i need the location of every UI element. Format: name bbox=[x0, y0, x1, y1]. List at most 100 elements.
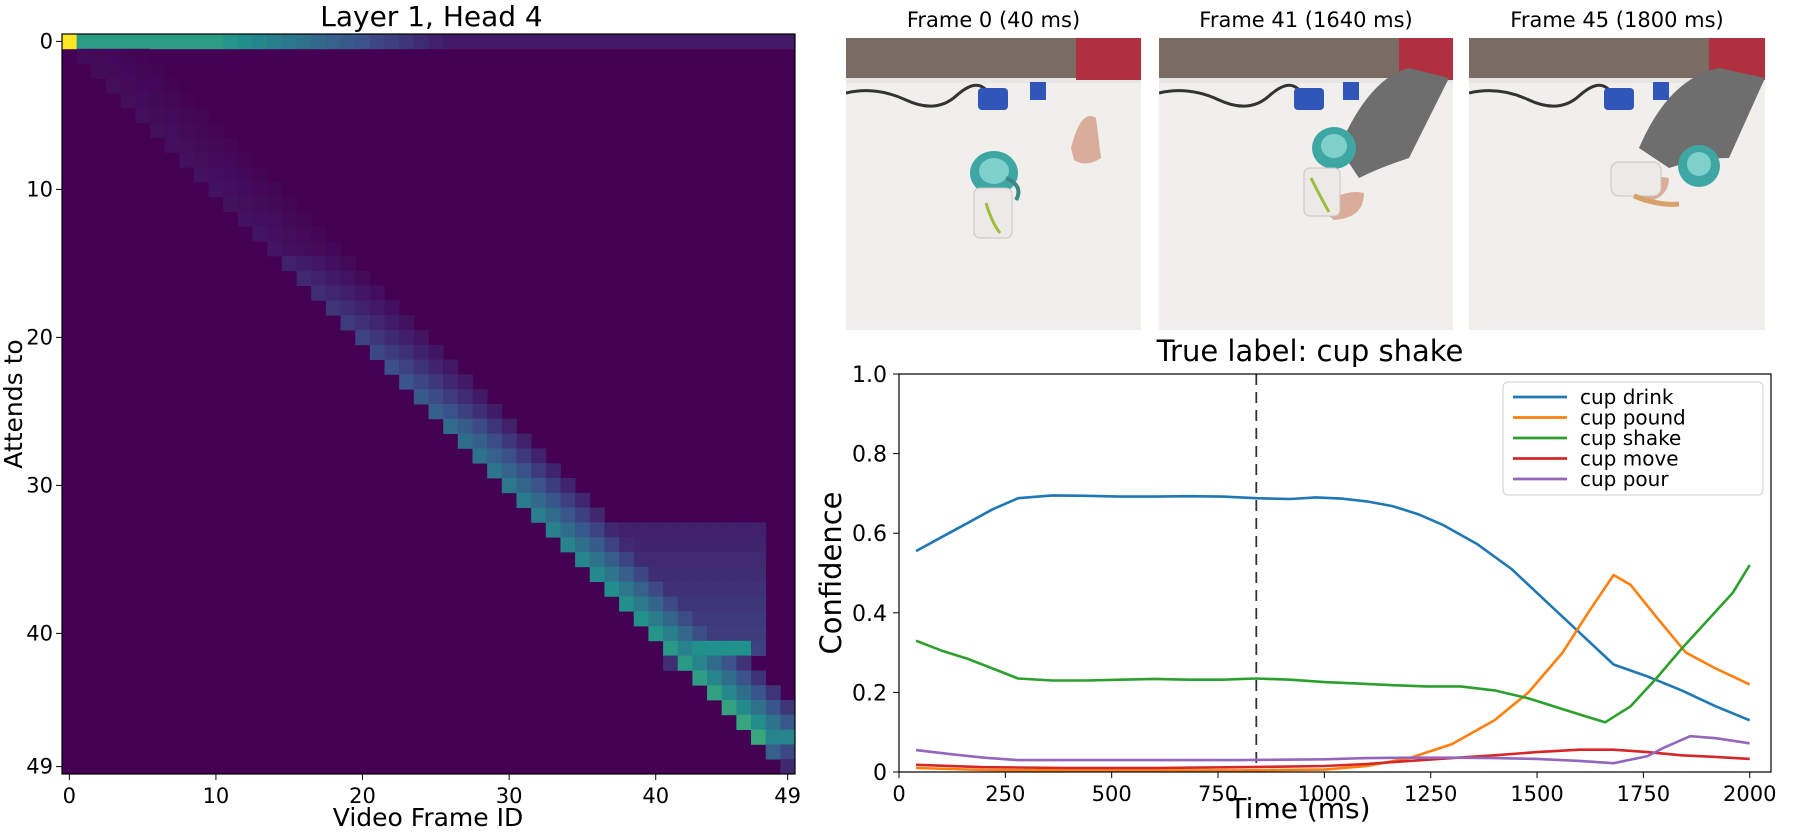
heatmap-cell bbox=[663, 626, 679, 642]
heatmap-cell bbox=[325, 270, 341, 286]
heatmap-cell bbox=[765, 34, 781, 50]
heatmap-y-tick-label: 40 bbox=[26, 621, 53, 645]
line-chart-x-ticks: 0 250 500 750 1000 1250 1500 1750 2000 bbox=[892, 772, 1776, 806]
heatmap-cell bbox=[120, 78, 136, 94]
heatmap-cell bbox=[179, 93, 195, 109]
heatmap-cell bbox=[91, 48, 107, 64]
heatmap-cell bbox=[516, 34, 532, 50]
heatmap-cell bbox=[472, 389, 488, 405]
line-chart-x-tick-label: 2000 bbox=[1723, 782, 1776, 806]
heatmap-cell bbox=[648, 581, 664, 597]
heatmap-cell bbox=[751, 581, 767, 597]
heatmap-cell bbox=[267, 226, 283, 242]
heatmap-cell bbox=[281, 211, 297, 227]
heatmap-cell bbox=[164, 137, 180, 153]
heatmap-cell bbox=[736, 596, 752, 612]
heatmap-frame bbox=[61, 33, 796, 775]
legend-box bbox=[1502, 381, 1764, 496]
heatmap-cell bbox=[663, 522, 679, 538]
heatmap-cell bbox=[487, 404, 503, 420]
heatmap-cell bbox=[325, 241, 341, 257]
line-chart-title: True label: cup shake bbox=[1156, 334, 1464, 368]
heatmap-cell bbox=[560, 492, 576, 508]
heatmap-cell bbox=[663, 537, 679, 553]
heatmap-cell bbox=[589, 552, 605, 568]
heatmap-cell bbox=[575, 34, 591, 50]
heatmap-cell bbox=[751, 566, 767, 582]
heatmap-cell bbox=[751, 522, 767, 538]
heatmap-cell bbox=[193, 152, 209, 168]
heatmap-cell bbox=[575, 552, 591, 568]
heatmap-cell bbox=[633, 552, 649, 568]
heatmap-cell bbox=[355, 285, 371, 301]
heatmap-cell bbox=[531, 463, 547, 479]
heatmap-cell bbox=[751, 626, 767, 642]
heatmap-cell bbox=[208, 167, 224, 183]
heatmap-cell bbox=[736, 611, 752, 627]
heatmap-cell bbox=[721, 596, 737, 612]
heatmap-cell bbox=[780, 714, 796, 730]
heatmap-cell bbox=[604, 522, 620, 538]
heatmap-cell bbox=[516, 463, 532, 479]
heatmap-cell bbox=[208, 182, 224, 198]
heatmap-cell bbox=[428, 359, 444, 375]
heatmap-cell bbox=[149, 122, 166, 138]
heatmap-cell bbox=[472, 433, 488, 449]
heatmap-cell bbox=[281, 196, 297, 212]
heatmap-cell bbox=[91, 63, 107, 79]
heatmap-cell bbox=[340, 285, 356, 301]
heatmap-cell bbox=[677, 581, 693, 597]
heatmap-cell bbox=[296, 256, 312, 272]
heatmap-cell bbox=[692, 596, 708, 612]
heatmap-cell bbox=[340, 315, 356, 331]
heatmap-cell bbox=[267, 211, 283, 227]
heatmap-cell bbox=[751, 611, 767, 627]
heatmap-cell bbox=[413, 359, 429, 375]
heatmap-cell bbox=[619, 566, 635, 582]
heatmap-cell bbox=[707, 611, 723, 627]
heatmap-cell bbox=[736, 626, 752, 642]
heatmap-cell bbox=[516, 433, 532, 449]
heatmap-cell bbox=[120, 63, 136, 79]
line-chart-y-tick-label: 0.8 bbox=[852, 443, 887, 468]
heatmap-cell bbox=[237, 182, 253, 198]
frame-41-title: Frame 41 (1640 ms) bbox=[1199, 8, 1413, 32]
heatmap-cell bbox=[237, 211, 253, 227]
heatmap-cell bbox=[325, 256, 341, 272]
heatmap-cell bbox=[457, 374, 473, 390]
heatmap-cell bbox=[384, 330, 400, 346]
heatmap-cell bbox=[149, 78, 166, 94]
heatmap-cell bbox=[384, 34, 400, 50]
heatmap-cell bbox=[516, 448, 532, 464]
heatmap-cell bbox=[751, 34, 767, 50]
series-cup-shake bbox=[915, 564, 1751, 724]
heatmap-cell bbox=[472, 448, 488, 464]
heatmap-cell bbox=[663, 552, 679, 568]
heatmap-cell bbox=[413, 344, 429, 360]
heatmap-cell bbox=[619, 537, 635, 553]
heatmap-cell bbox=[413, 34, 429, 50]
heatmap-cell bbox=[516, 492, 532, 508]
heatmap-cell bbox=[619, 596, 635, 612]
heatmap-cell bbox=[707, 581, 723, 597]
heatmap-cell bbox=[223, 196, 239, 212]
heatmap-cell bbox=[369, 315, 385, 331]
heatmap-cell bbox=[692, 566, 708, 582]
heatmap-cell bbox=[721, 522, 737, 538]
heatmap-x-ticks: 0 10 20 30 40 49 bbox=[63, 774, 801, 808]
heatmap-x-tick-label: 20 bbox=[349, 784, 376, 808]
heatmap-cell bbox=[457, 418, 473, 434]
heatmap-y-tick-label: 49 bbox=[26, 755, 53, 779]
heatmap-cell bbox=[281, 256, 297, 272]
heatmap-cell bbox=[164, 93, 180, 109]
heatmap-cell bbox=[105, 34, 122, 50]
line-series bbox=[915, 494, 1751, 772]
line-chart-x-tick-label: 250 bbox=[985, 782, 1025, 806]
heatmap-cell bbox=[443, 404, 459, 420]
heatmap-x-tick-label: 30 bbox=[496, 784, 523, 808]
heatmap-cell bbox=[721, 552, 737, 568]
heatmap-cell bbox=[501, 34, 517, 50]
heatmap-cell bbox=[340, 256, 356, 272]
line-chart-y-tick-label: 1.0 bbox=[852, 363, 887, 388]
heatmap-cell bbox=[516, 478, 532, 494]
